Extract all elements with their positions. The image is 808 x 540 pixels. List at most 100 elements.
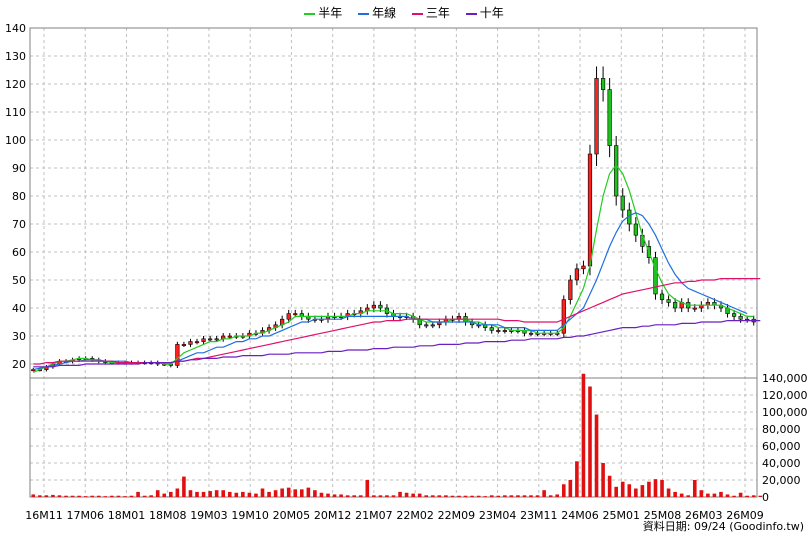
volume-bar [123,496,127,497]
volume-bar [725,494,730,497]
volume-bar [712,493,717,497]
volume-bar [155,490,160,497]
volume-bar [522,495,527,497]
legend-swatch-ten-year [465,12,477,15]
volume-bar [77,495,81,497]
volume-bar [64,495,68,497]
volume-bar [404,492,409,497]
candle-body [731,313,737,317]
x-tick-label: 16M11 [25,509,63,522]
volume-bar [38,495,42,497]
volume-bar [561,484,566,497]
candle-body [738,316,743,320]
volume-bar [640,485,645,497]
volume-bar [372,495,376,497]
volume-tick-label: 120,000 [762,389,808,402]
volume-bar [699,490,704,497]
candle-body [581,265,586,270]
candle-body [201,338,206,342]
x-tick-label: 20M12 [314,509,352,522]
legend-item-year: 年線 [358,4,396,21]
candle-body [600,78,606,90]
candle-body [31,369,36,372]
volume-bar [51,494,55,497]
x-tick-label: 19M03 [190,509,228,522]
legend-label-three-year: 三年 [425,6,450,20]
volume-bar [542,490,546,497]
volume-bar [70,495,75,497]
volume-bar [732,495,736,497]
price-tick-label: 140 [5,22,26,35]
volume-bar [509,495,514,497]
volume-bar [234,492,239,497]
x-tick-label: 25M01 [603,509,641,522]
legend-item-three-year: 三年 [411,4,450,21]
volume-bar [319,492,324,497]
price-tick-label: 120 [5,78,26,91]
legend-swatch-year [358,12,370,15]
x-tick-label: 24M06 [561,509,599,522]
price-tick-label: 100 [5,134,26,147]
candle-body [673,302,678,309]
volume-bar [142,495,147,497]
volume-bar [103,496,108,497]
volume-bar [470,495,474,497]
x-tick-label: 17M06 [66,509,104,522]
candle-body [502,330,507,332]
volume-tick-label: 100,000 [762,406,808,419]
volume-bar [398,491,402,497]
volume-bar [300,489,304,497]
price-tick-label: 40 [12,302,26,315]
volume-bar [227,491,232,497]
volume-bar [136,491,140,497]
x-tick-label: 20M05 [273,509,311,522]
volume-bar [430,495,435,497]
volume-bar [424,495,429,497]
volume-bar [182,476,186,497]
volume-bar [358,495,363,497]
x-tick-label: 22M09 [438,509,476,522]
volume-tick-label: 20,000 [762,474,801,487]
legend: 半年 年線 三年 十年 [0,4,808,21]
volume-bar [660,480,664,497]
volume-bar [673,491,677,497]
volume-panel-frame [29,377,758,498]
price-tick-label: 90 [12,162,26,175]
candle-body [188,341,193,345]
price-tick-label: 110 [5,106,26,119]
volume-bar [214,490,219,497]
volume-bar [503,495,507,497]
volume-bar [679,493,684,497]
volume-bar [254,493,258,497]
candle-body [568,279,573,300]
volume-bar [463,495,468,497]
volume-bar [751,495,756,497]
volume-bar [555,494,560,497]
volume-bar [666,488,671,497]
volume-bar [188,490,193,497]
volume-bar [437,495,442,497]
volume-bar [175,488,180,497]
volume-bar [83,496,88,497]
volume-bar [208,491,212,497]
candle-body [181,344,187,346]
volume-bar [267,491,271,497]
volume-tick-label: 0 [762,491,769,504]
x-tick-label: 26M03 [685,509,723,522]
volume-bar [588,386,592,497]
volume-bar [221,490,226,497]
volume-bar [496,495,501,497]
volume-bar [647,481,651,497]
volume-tick-label: 80,000 [762,423,801,436]
candle-body [587,153,593,267]
volume-bar [607,475,612,497]
candle-body [194,341,200,344]
data-source-note: 資料日期: 09/24 (Goodinfo.tw) [642,520,804,533]
volume-bar [195,491,199,497]
volume-bar [31,494,36,497]
volume-bar [293,489,298,497]
candle-body [496,330,501,332]
x-tick-label: 18M08 [149,509,187,522]
volume-bar [627,484,632,497]
price-panel-frame [29,27,758,379]
